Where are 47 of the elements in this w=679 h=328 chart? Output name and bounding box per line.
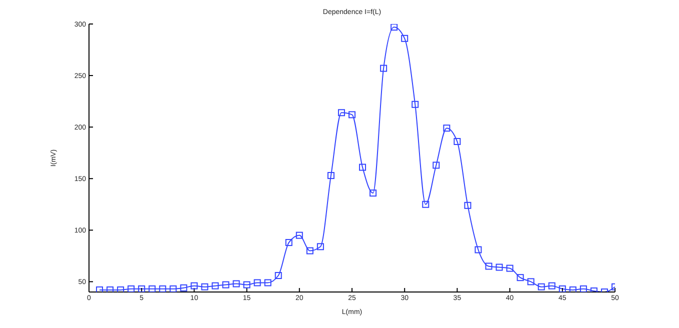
point (516, 274, 524, 282)
point (201, 283, 208, 290)
point (370, 190, 377, 197)
point (412, 100, 419, 108)
point (138, 285, 146, 292)
point (243, 281, 250, 288)
point (580, 285, 587, 292)
point (432, 162, 440, 169)
point (212, 282, 219, 290)
point (558, 285, 566, 292)
point (274, 272, 282, 280)
point (232, 280, 240, 288)
point (254, 279, 261, 286)
point (106, 286, 114, 292)
point (454, 138, 461, 146)
point (327, 172, 334, 180)
point (496, 264, 503, 271)
point (170, 285, 177, 292)
point (96, 286, 104, 292)
point (128, 285, 135, 292)
point (359, 164, 366, 171)
point (338, 109, 345, 116)
point (464, 202, 472, 209)
point (348, 111, 356, 118)
point (474, 246, 482, 254)
point (538, 283, 545, 290)
point (506, 264, 514, 272)
point (148, 285, 156, 292)
point (569, 286, 576, 292)
point (222, 281, 230, 288)
point (296, 232, 303, 239)
point (264, 279, 272, 286)
point (422, 200, 430, 208)
point (285, 239, 292, 246)
point (316, 243, 324, 250)
point (380, 64, 388, 72)
point (117, 286, 124, 292)
point (306, 247, 314, 254)
point (485, 262, 492, 270)
point (401, 34, 408, 42)
point (180, 284, 188, 292)
point (159, 285, 166, 292)
point (527, 278, 534, 286)
point (443, 124, 450, 132)
point (390, 24, 398, 31)
point (548, 282, 556, 290)
point (190, 282, 198, 290)
